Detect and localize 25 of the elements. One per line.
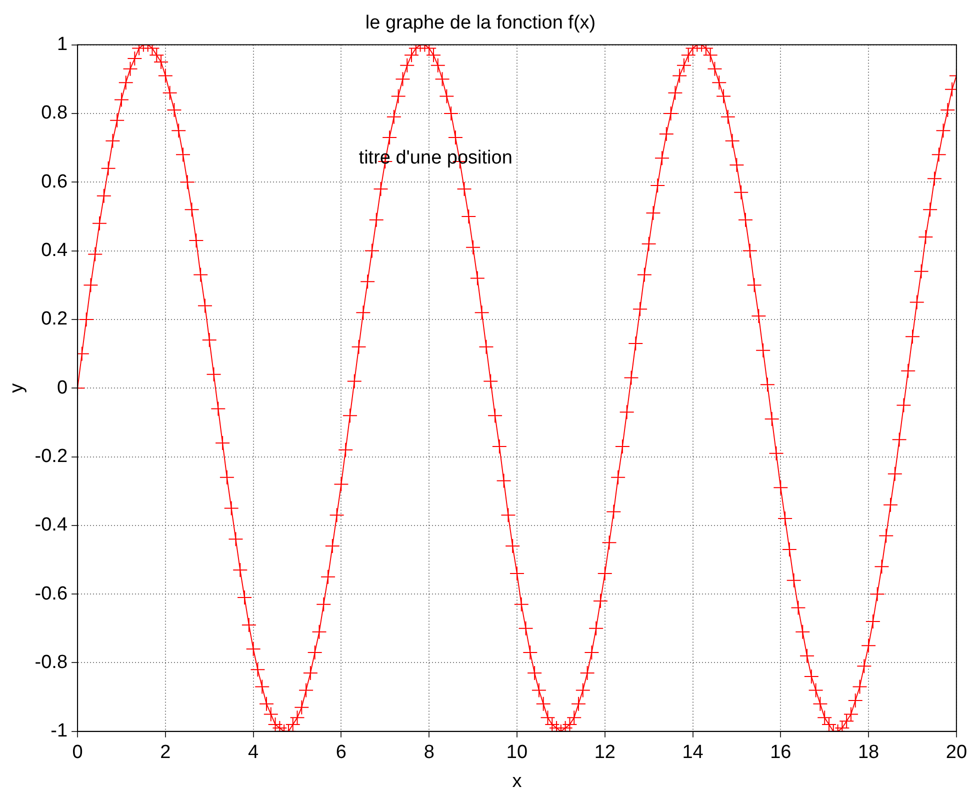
y-tick-label: -0.6 bbox=[34, 583, 68, 604]
y-tick-label: -0.8 bbox=[34, 652, 68, 673]
x-tick-label: 14 bbox=[682, 742, 704, 764]
x-tick-label: 16 bbox=[770, 742, 792, 764]
x-tick-label: 10 bbox=[506, 742, 528, 764]
x-tick-label: 0 bbox=[72, 742, 83, 764]
chart-title: le graphe de la fonction f(x) bbox=[365, 12, 596, 34]
y-tick-label: 0.6 bbox=[41, 171, 68, 192]
y-tick-label: 0 bbox=[56, 377, 68, 398]
x-tick-label: 20 bbox=[946, 742, 968, 764]
y-tick-label: -0.4 bbox=[34, 514, 68, 536]
y-tick-label: -1 bbox=[50, 720, 68, 742]
y-tick-label: 1 bbox=[56, 34, 68, 56]
y-tick-label: 0.4 bbox=[41, 240, 68, 262]
x-tick-label: 6 bbox=[336, 742, 346, 764]
x-tick-label: 12 bbox=[594, 742, 616, 764]
x-axis-title: x bbox=[512, 770, 522, 792]
x-tick-label: 18 bbox=[858, 742, 880, 764]
x-tick-label: 4 bbox=[248, 742, 260, 764]
y-tick-label: 0.2 bbox=[41, 308, 68, 330]
y-axis-title: y bbox=[6, 382, 28, 393]
x-tick-label: 2 bbox=[160, 742, 171, 764]
x-tick-label: 8 bbox=[424, 742, 434, 764]
y-tick-label: -0.2 bbox=[34, 446, 68, 467]
y-tick-label: 0.8 bbox=[41, 102, 68, 124]
